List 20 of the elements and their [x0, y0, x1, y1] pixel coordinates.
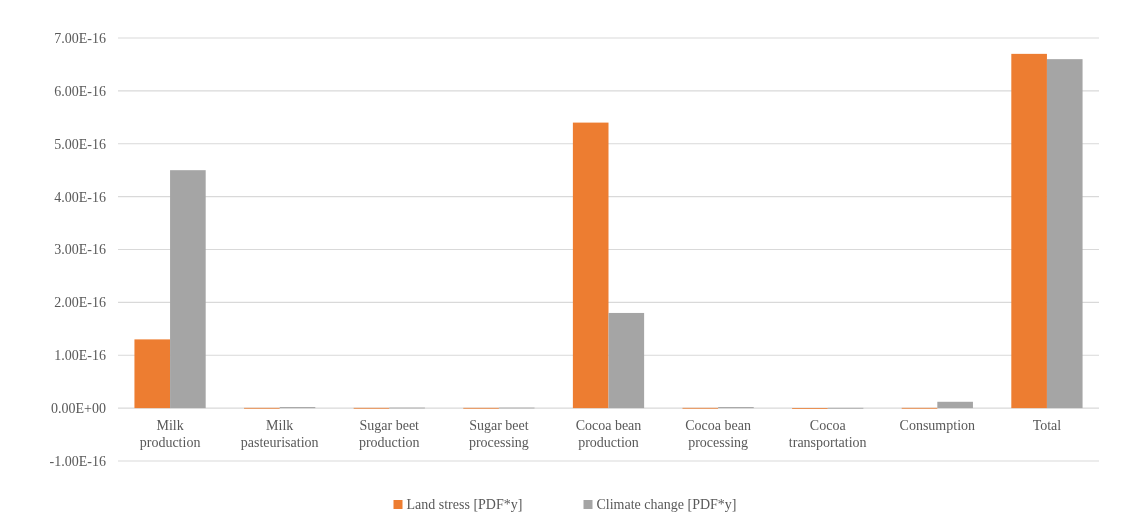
y-tick-label: 0.00E+00	[51, 401, 106, 417]
y-tick-label: 1.00E-16	[54, 348, 106, 364]
x-tick-label: Cocoa transportation	[788, 418, 867, 451]
x-tick-label: Total	[1032, 418, 1062, 434]
y-tick-label: 5.00E-16	[54, 136, 106, 152]
y-tick-label: 6.00E-16	[54, 83, 106, 99]
y-tick-label: 2.00E-16	[54, 295, 106, 311]
x-tick-label: Sugar beet production	[358, 418, 420, 451]
y-tick-label: 3.00E-16	[54, 242, 106, 258]
x-tick-label: Milk production	[139, 418, 201, 451]
x-tick-label: Sugar beet processing	[468, 418, 529, 451]
legend-label: Climate change [PDF*y]	[596, 497, 737, 512]
y-tick-label: 7.00E-16	[54, 30, 106, 46]
y-tick-label: 4.00E-16	[54, 189, 106, 205]
legend-label: Land stress [PDF*y]	[406, 497, 523, 512]
x-tick-label: Cocoa bean processing	[685, 418, 751, 451]
y-tick-label: -1.00E-16	[49, 453, 106, 469]
x-tick-label: Cocoa bean production	[575, 418, 642, 451]
x-tick-label: Consumption	[899, 418, 976, 434]
x-tick-label: Milk pasteurisation	[240, 418, 319, 451]
